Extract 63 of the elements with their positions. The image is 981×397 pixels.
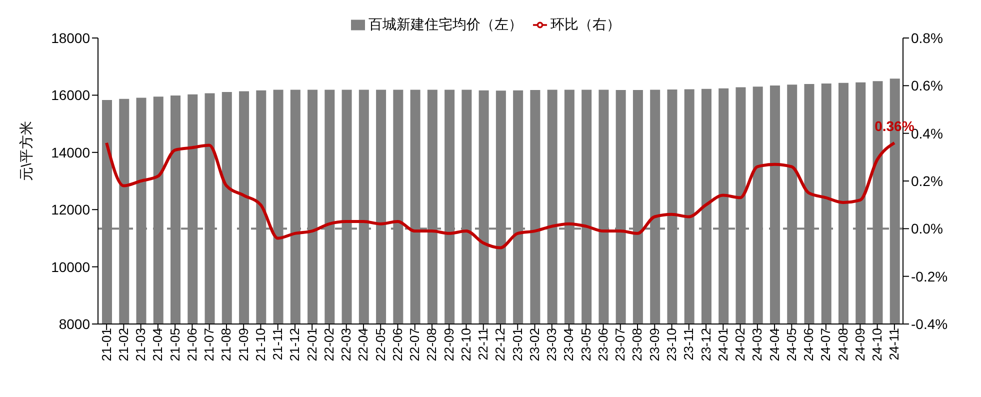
x-tick-label: 23-03 <box>544 328 560 362</box>
x-tick-label: 22-08 <box>424 328 440 362</box>
x-tick-label: 21-01 <box>98 328 114 362</box>
x-tick-label: 23-05 <box>578 328 594 362</box>
y-tick-label: 8000 <box>58 316 90 332</box>
x-tick-label: 24-08 <box>835 328 850 362</box>
x-tick-label: 24-07 <box>818 328 834 362</box>
x-tick-label: 21-04 <box>150 328 166 362</box>
legend-label: 百城新建住宅均价（左） <box>368 16 522 32</box>
x-tick-label: 24-03 <box>750 328 765 362</box>
x-tick-label: 22-10 <box>458 328 474 362</box>
x-tick-label: 23-01 <box>510 328 525 362</box>
x-tick-label: 24-06 <box>801 328 816 362</box>
y-tick-label: 18000 <box>51 30 90 46</box>
x-tick-label: 21-11 <box>270 328 286 360</box>
x-tick-label: 22-04 <box>356 328 371 362</box>
x-tick-label: 23-02 <box>526 328 542 362</box>
x-tick-label: 22-09 <box>441 328 456 362</box>
y-tick-label: 12000 <box>51 202 90 218</box>
x-tick-label: 21-12 <box>287 328 302 362</box>
x-tick-label: 22-05 <box>372 328 388 362</box>
x-tick-label: 23-07 <box>612 328 628 362</box>
legend-label: 环比（右） <box>550 16 620 32</box>
line-series <box>105 141 896 250</box>
x-tick-label: 21-10 <box>252 328 268 362</box>
x-tick-label: 21-07 <box>202 328 217 362</box>
x-tick-label: 24-10 <box>870 328 885 362</box>
x-tick-label: 22-11 <box>476 328 491 360</box>
x-tick-label: 23-08 <box>630 328 645 362</box>
y2-tick-label: 0.6% <box>911 78 943 94</box>
x-tick-label: 24-05 <box>784 328 799 362</box>
x-tick-label: 23-09 <box>646 328 662 362</box>
y2-tick-label: -0.4% <box>911 316 948 332</box>
x-tick-label: 21-06 <box>184 328 200 362</box>
y2-tick-label: -0.2% <box>911 268 948 284</box>
x-tick-label: 23-06 <box>595 328 610 362</box>
x-tick-label: 24-09 <box>852 328 868 362</box>
x-tick-label: 24-04 <box>766 328 782 362</box>
y2-tick-label: 0.8% <box>911 30 943 46</box>
x-tick-label: 23-11 <box>681 328 696 360</box>
x-tick-label: 21-08 <box>218 328 234 362</box>
x-tick-label: 23-10 <box>664 328 680 362</box>
y-tick-label: 16000 <box>51 87 90 104</box>
y2-tick-label: 0.2% <box>911 172 943 189</box>
x-tick-label: 23-04 <box>561 328 576 362</box>
y-axis-title: 元\平方米 <box>18 121 34 181</box>
y-tick-label: 14000 <box>51 144 90 160</box>
x-tick-label: 22-07 <box>407 328 422 362</box>
x-tick-label: 21-05 <box>167 328 182 362</box>
x-tick-label: 22-03 <box>338 328 354 362</box>
x-tick-label: 22-06 <box>390 328 405 362</box>
x-tick-label: 21-09 <box>236 328 251 362</box>
y2-tick-label: 0.0% <box>911 220 943 237</box>
x-tick-label: 21-02 <box>116 328 131 362</box>
x-tick-label: 24-11 <box>886 328 902 360</box>
y-tick-label: 10000 <box>51 258 90 275</box>
x-tick-label: 22-12 <box>492 328 508 362</box>
x-tick-label: 22-01 <box>304 328 320 362</box>
x-tick-label: 21-03 <box>133 328 148 362</box>
x-tick-label: 23-12 <box>698 328 714 362</box>
x-tick-label: 24-02 <box>732 328 748 362</box>
x-tick-label: 24-01 <box>715 328 730 362</box>
x-tick-label: 22-02 <box>321 328 336 362</box>
